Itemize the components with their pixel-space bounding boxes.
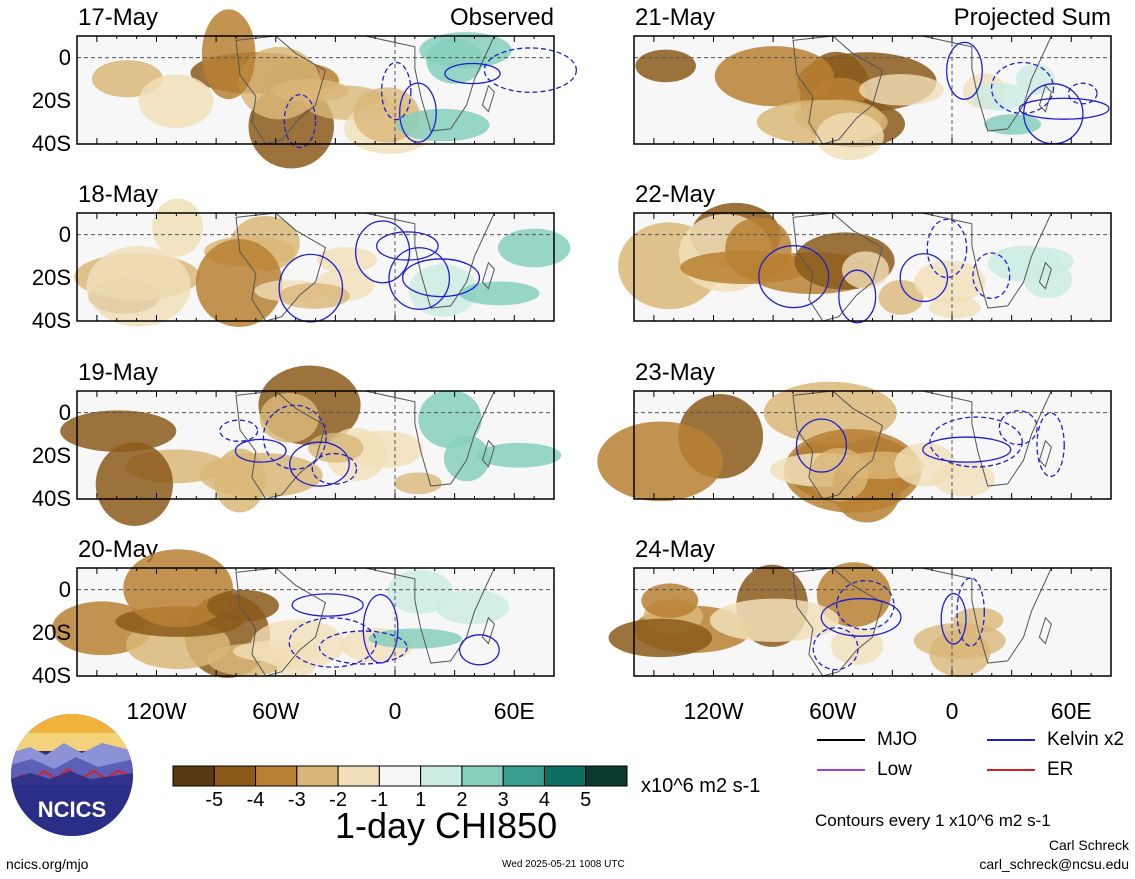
latitude-tick-label: 0 xyxy=(58,221,71,247)
colorbar-swatch xyxy=(502,765,545,787)
panel-date: 23-May xyxy=(635,359,716,386)
latitude-tick-label: 0 xyxy=(58,576,71,602)
panel-date: 18-May xyxy=(78,181,159,208)
email-label: carl_schreck@ncsu.edu xyxy=(979,856,1129,872)
latitude-tick-label: 20S xyxy=(31,442,71,468)
author-label: Carl Schreck xyxy=(1048,837,1129,853)
map-panel xyxy=(597,381,1112,523)
colorbar-units: x10^6 m2 s-1 xyxy=(641,775,761,797)
panel-date: 19-May xyxy=(78,359,159,386)
colorbar-tick: 3 xyxy=(497,789,509,811)
map-panel xyxy=(608,562,1112,677)
latitude-tick-label: 20S xyxy=(31,619,71,645)
legend-line xyxy=(817,768,865,771)
legend-entry: Kelvin x2 xyxy=(987,730,1124,749)
colorbar-tick: -5 xyxy=(205,789,224,811)
latitude-tick-label: 0 xyxy=(58,399,71,425)
longitude-tick-label: 0 xyxy=(945,698,959,724)
colorbar-tick: -1 xyxy=(370,789,389,811)
latitude-tick-label: 40S xyxy=(31,486,71,511)
logo-text: NCICS xyxy=(38,797,106,822)
longitude-tick-label: 60E xyxy=(493,698,535,724)
chart-title: 1-day CHI850 xyxy=(335,805,558,846)
colorbar-tick: 2 xyxy=(456,789,468,811)
latitude-tick-label: 40S xyxy=(31,663,71,688)
latitude-tick-label: 20S xyxy=(31,264,71,290)
colorbar-swatch xyxy=(296,765,339,787)
timestamp-label: Wed 2025-05-21 1008 UTC xyxy=(502,859,625,870)
legend-line xyxy=(987,768,1035,771)
colorbar-tick: -3 xyxy=(287,789,306,811)
colorbar-swatch xyxy=(255,765,298,787)
map-panel xyxy=(74,198,571,328)
colorbar-swatch xyxy=(585,765,628,787)
legend-label: Low xyxy=(877,759,912,780)
longitude-tick-label: 60E xyxy=(1050,698,1092,724)
colorbar-tick: -4 xyxy=(246,789,265,811)
legend-label: MJO xyxy=(877,729,918,750)
legend-label: ER xyxy=(1047,759,1074,780)
colorbar-tick: 5 xyxy=(580,789,592,811)
longitude-tick-label: 120W xyxy=(126,698,187,724)
panel-tag: Observed xyxy=(449,4,554,31)
legend-label: Kelvin x2 xyxy=(1047,729,1125,750)
longitude-tick-label: 60W xyxy=(252,698,300,724)
longitude-tick-label: 0 xyxy=(388,698,402,724)
colorbar-swatch xyxy=(213,765,257,787)
colorbar-swatch xyxy=(543,765,587,787)
latitude-tick-label: 0 xyxy=(58,44,71,70)
longitude-tick-label: 60W xyxy=(809,698,857,724)
colorbar-tick: -2 xyxy=(329,789,347,811)
panel-date: 22-May xyxy=(635,181,716,208)
map-panel xyxy=(52,549,555,678)
colorbar-swatch xyxy=(461,765,504,787)
website-label: ncics.org/mjo xyxy=(6,856,89,872)
legend-line xyxy=(817,738,865,741)
colorbar-swatch xyxy=(378,765,422,787)
colorbar-tick: 4 xyxy=(538,789,551,811)
panel-date: 17-May xyxy=(78,4,159,31)
colorbar-tick: 1 xyxy=(415,789,427,811)
colorbar xyxy=(172,765,628,787)
map-panel xyxy=(633,35,1112,161)
longitude-tick-label: 120W xyxy=(683,698,744,724)
panel-date: 21-May xyxy=(635,4,716,31)
map-panel xyxy=(618,202,1112,324)
colorbar-swatch xyxy=(337,765,380,787)
colorbar-swatch xyxy=(420,765,463,787)
panel-tag: Projected Sum xyxy=(953,4,1111,31)
colorbar-swatch xyxy=(172,765,215,787)
legend-entry: Low xyxy=(817,760,912,779)
ncics-logo: NCICS xyxy=(11,714,133,836)
panel-date: 24-May xyxy=(635,536,716,563)
legend-entry: MJO xyxy=(817,730,917,749)
latitude-tick-label: 20S xyxy=(31,87,71,113)
legend-entry: ER xyxy=(987,760,1073,779)
contour-note: Contours every 1 x10^6 m2 s-1 xyxy=(815,811,1051,830)
legend-line xyxy=(987,738,1035,741)
latitude-tick-label: 40S xyxy=(31,131,71,156)
map-panel xyxy=(76,9,578,169)
latitude-tick-label: 40S xyxy=(31,308,71,333)
map-panel xyxy=(60,365,562,526)
